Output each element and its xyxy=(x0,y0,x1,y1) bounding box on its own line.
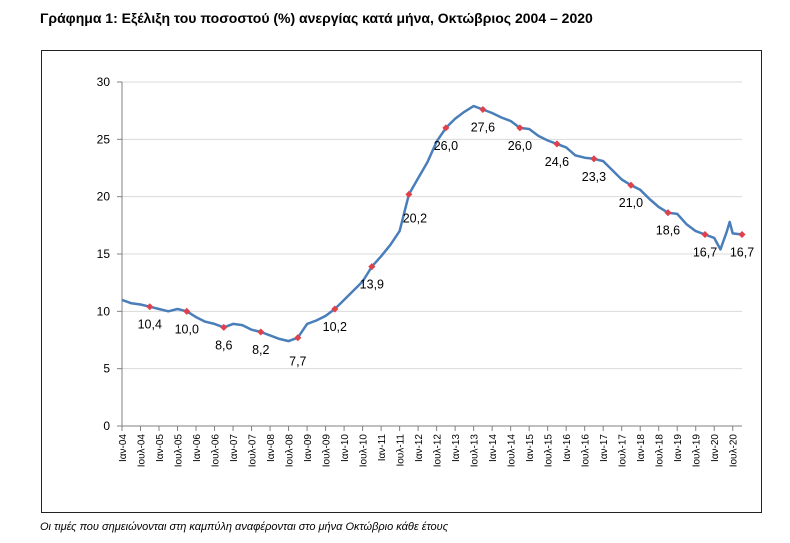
october-marker xyxy=(664,209,672,217)
x-tick-label: Ιαν-20 xyxy=(710,434,721,462)
october-marker xyxy=(368,263,376,271)
data-label: 10,0 xyxy=(175,322,199,336)
october-marker xyxy=(479,105,487,114)
chart-title: Γράφημα 1: Εξέλιξη του ποσοστού (%) ανερ… xyxy=(40,10,593,26)
data-label: 27,6 xyxy=(471,121,495,135)
y-tick-label: 0 xyxy=(103,419,110,433)
x-tick-label: Ιουλ-14 xyxy=(507,434,518,468)
x-tick-label: Ιουλ-08 xyxy=(285,434,296,468)
data-label: 8,6 xyxy=(215,338,232,352)
october-marker xyxy=(590,155,598,163)
x-tick-label: Ιαν-04 xyxy=(118,434,129,462)
x-tick-label: Ιαν-18 xyxy=(636,434,647,462)
x-tick-label: Ιαν-16 xyxy=(562,434,573,462)
x-tick-label: Ιουλ-19 xyxy=(692,434,703,468)
data-label: 13,9 xyxy=(360,278,384,292)
data-label: 26,0 xyxy=(434,139,458,153)
x-tick-label: Ιαν-08 xyxy=(266,434,277,462)
october-marker xyxy=(331,305,339,313)
data-label: 21,0 xyxy=(619,196,643,210)
x-tick-label: Ιουλ-05 xyxy=(174,434,185,468)
unemployment-line xyxy=(121,104,743,343)
x-tick-label: Ιουλ-17 xyxy=(618,434,629,468)
data-label: 23,3 xyxy=(582,170,606,184)
chart-footnote: Οι τιμές που σημειώνονται στη καμπύλη αν… xyxy=(40,521,449,533)
chart-frame xyxy=(41,50,762,513)
data-label: 16,7 xyxy=(730,246,754,260)
x-tick-label: Ιαν-13 xyxy=(451,434,462,462)
data-label: 24,6 xyxy=(545,155,569,169)
october-marker xyxy=(294,334,302,342)
data-label: 18,6 xyxy=(656,224,680,238)
october-marker xyxy=(220,323,228,331)
x-tick-label: Ιουλ-11 xyxy=(396,434,407,467)
x-tick-label: Ιουλ-16 xyxy=(581,434,592,468)
october-marker xyxy=(257,328,265,336)
x-tick-label: Ιαν-10 xyxy=(340,434,351,462)
x-tick-label: Ιαν-07 xyxy=(229,434,240,462)
x-tick-label: Ιαν-05 xyxy=(155,434,166,462)
x-tick-label: Ιαν-11 xyxy=(377,434,388,462)
october-marker xyxy=(183,307,191,315)
x-tick-label: Ιουλ-13 xyxy=(470,434,481,468)
x-tick-label: Ιουλ-10 xyxy=(359,434,370,468)
x-tick-label: Ιουλ-18 xyxy=(655,434,666,468)
y-tick-label: 5 xyxy=(103,362,110,376)
october-marker xyxy=(405,190,413,198)
october-marker xyxy=(701,230,709,239)
x-tick-label: Ιαν-17 xyxy=(599,434,610,462)
y-tick-label: 15 xyxy=(97,247,111,261)
october-marker xyxy=(146,303,154,311)
x-tick-label: Ιαν-15 xyxy=(525,434,536,462)
x-tick-label: Ιαν-19 xyxy=(673,434,684,462)
data-label: 10,4 xyxy=(138,318,162,332)
x-tick-label: Ιαν-14 xyxy=(488,434,499,462)
october-marker xyxy=(738,230,746,239)
x-tick-label: Ιουλ-07 xyxy=(248,434,259,468)
x-tick-label: Ιουλ-04 xyxy=(137,434,148,468)
data-label: 26,0 xyxy=(508,139,532,153)
x-tick-label: Ιουλ-15 xyxy=(544,434,555,468)
data-label: 20,2 xyxy=(403,211,427,225)
y-tick-label: 10 xyxy=(97,304,111,318)
data-label: 7,7 xyxy=(289,355,306,369)
data-label: 10,2 xyxy=(323,320,347,334)
october-marker xyxy=(516,124,524,132)
x-tick-label: Ιουλ-09 xyxy=(322,434,333,468)
october-marker xyxy=(442,124,450,132)
y-tick-label: 30 xyxy=(97,75,111,89)
y-tick-label: 20 xyxy=(97,190,111,204)
x-tick-label: Ιαν-09 xyxy=(303,434,314,462)
data-label: 8,2 xyxy=(252,343,269,357)
x-tick-label: Ιουλ-20 xyxy=(729,434,740,468)
october-marker xyxy=(553,140,561,148)
x-tick-label: Ιαν-12 xyxy=(414,434,425,462)
x-tick-label: Ιουλ-12 xyxy=(433,434,444,468)
x-tick-label: Ιουλ-06 xyxy=(211,434,222,468)
y-tick-label: 25 xyxy=(97,132,111,146)
data-label: 16,7 xyxy=(693,246,717,260)
x-tick-label: Ιαν-06 xyxy=(192,434,203,462)
october-marker xyxy=(627,181,635,189)
